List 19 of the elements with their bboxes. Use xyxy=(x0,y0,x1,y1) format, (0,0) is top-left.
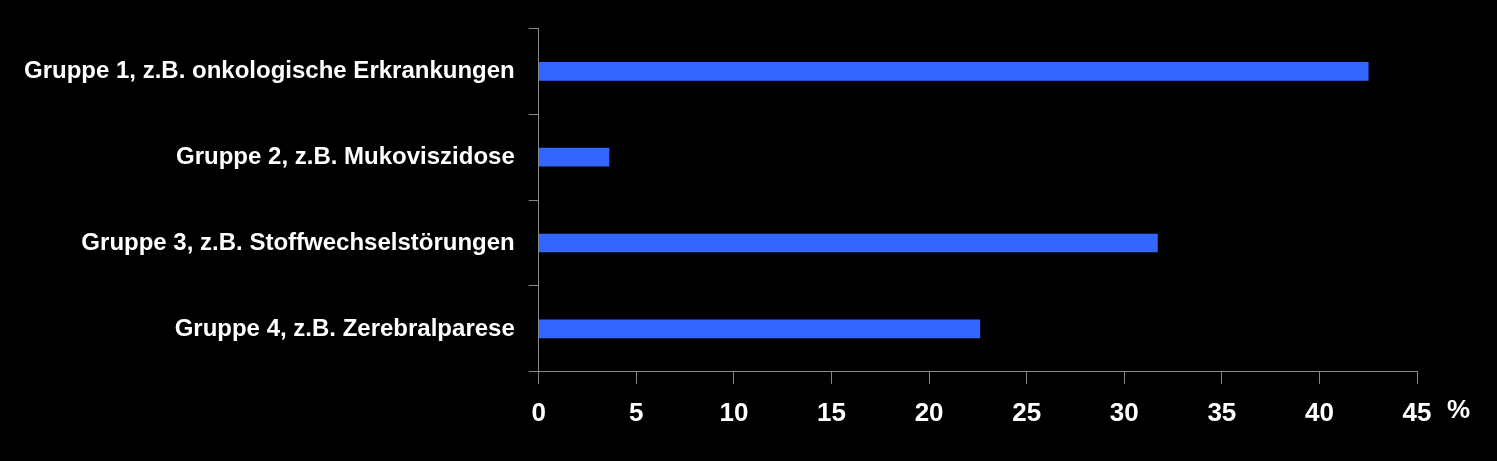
y-tick-label: Gruppe 4, z.B. Zerebralparese xyxy=(174,313,515,341)
x-tick-label: 30 xyxy=(1109,396,1139,427)
x-tick-label: 35 xyxy=(1207,396,1237,427)
x-tick-label: 10 xyxy=(719,396,749,427)
x-tick-label: 15 xyxy=(817,396,846,427)
x-axis-title: % xyxy=(1447,393,1471,424)
y-tick-label: Gruppe 3, z.B. Stoffwechselstörungen xyxy=(81,227,515,255)
x-tick-label: 20 xyxy=(914,396,944,427)
bar xyxy=(538,233,1158,253)
x-tick-label: 25 xyxy=(1012,396,1042,427)
bar xyxy=(538,147,610,167)
bar xyxy=(538,319,981,339)
y-tick-label: Gruppe 2, z.B. Mukoviszidose xyxy=(176,141,515,169)
x-tick-label: 40 xyxy=(1304,396,1334,427)
bar xyxy=(538,62,1369,81)
x-tick-label: 5 xyxy=(629,396,644,427)
x-tick-label: 45 xyxy=(1402,396,1432,427)
y-tick-label: Gruppe 1, z.B. onkologische Erkrankungen xyxy=(23,55,515,83)
x-tick-label: 0 xyxy=(531,396,546,427)
